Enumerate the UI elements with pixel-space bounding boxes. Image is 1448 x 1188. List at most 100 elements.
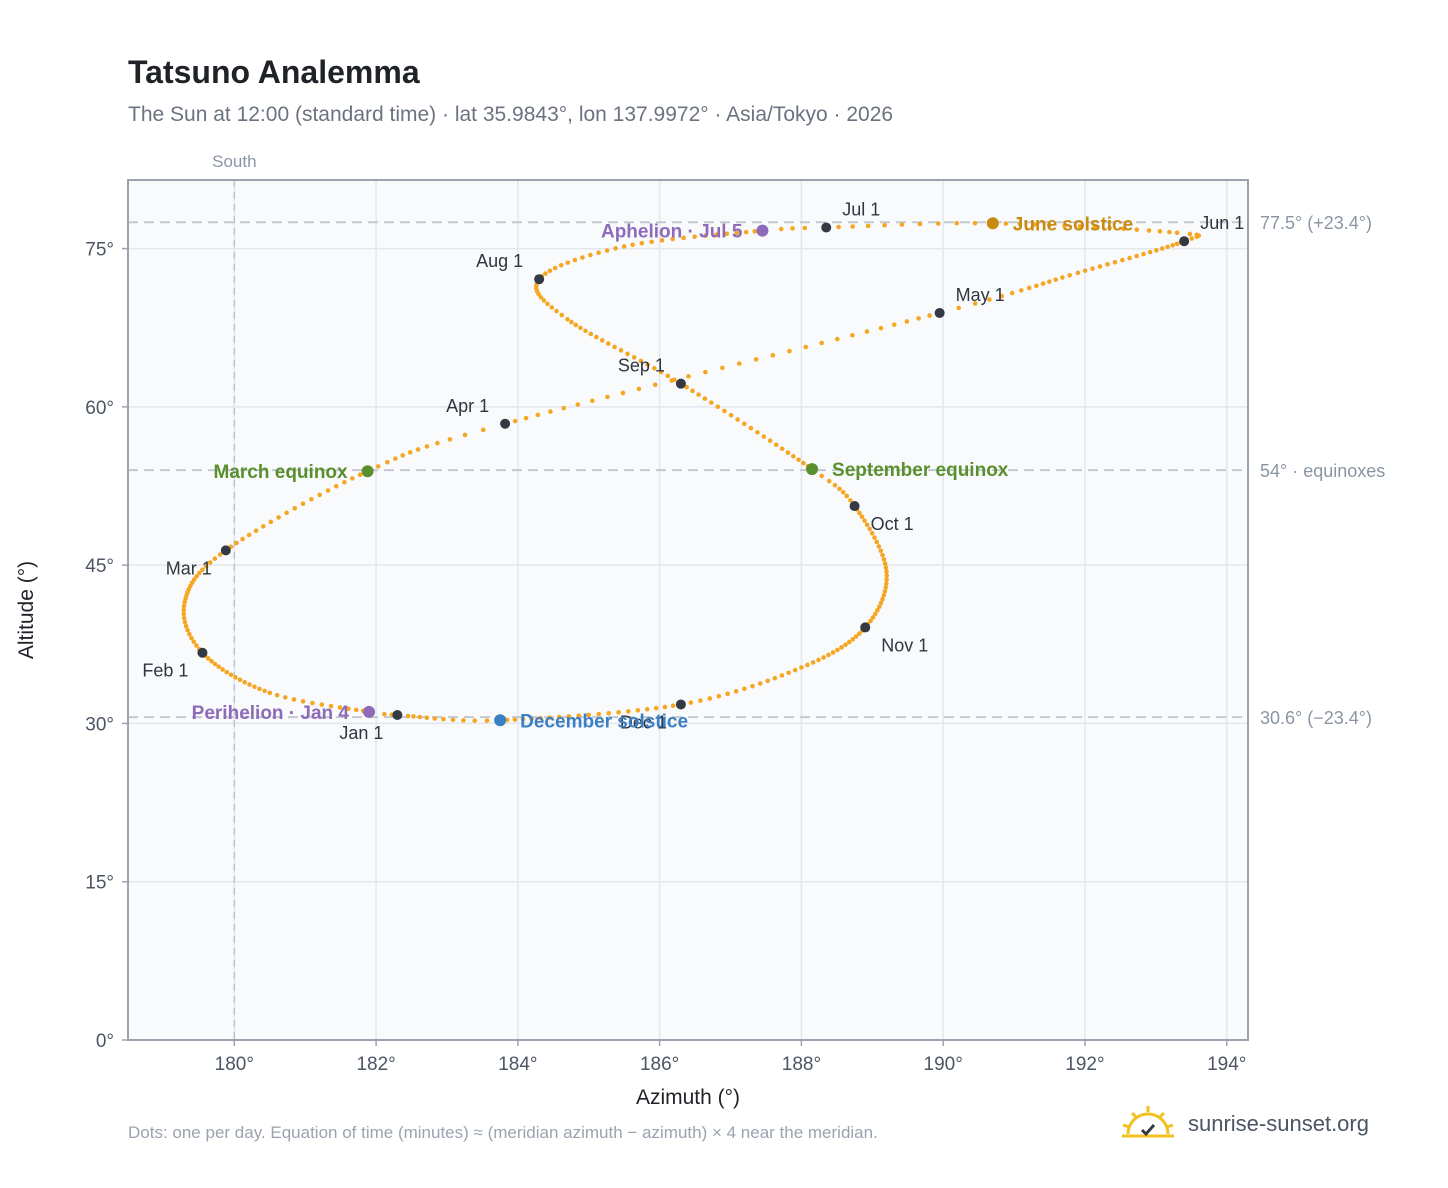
day-dot: [529, 716, 534, 722]
day-dot: [1040, 281, 1046, 286]
day-dot: [665, 373, 671, 379]
day-dot: [707, 696, 713, 701]
day-dot: [880, 552, 885, 558]
day-dot: [873, 611, 878, 617]
day-dot: [300, 501, 306, 507]
day-dot: [630, 242, 635, 248]
day-dot: [1141, 251, 1146, 257]
day-dot: [796, 457, 801, 463]
day-dot: [767, 438, 773, 444]
day-dot: [821, 655, 826, 660]
y-tick-label: 30°: [85, 714, 114, 735]
day-dot: [837, 486, 842, 492]
day-dot: [1032, 222, 1037, 227]
day-dot: [904, 319, 910, 324]
day-dot: [714, 232, 719, 237]
day-dot: [547, 715, 553, 720]
day-dot: [234, 540, 239, 546]
day-dot: [382, 711, 387, 717]
day-dot: [1082, 268, 1088, 274]
month-marker: [675, 378, 686, 389]
day-dot: [561, 405, 567, 411]
day-dot: [681, 235, 686, 241]
day-dot: [1092, 224, 1098, 230]
day-dot: [1097, 264, 1103, 269]
day-dot: [670, 703, 676, 709]
day-dot: [480, 427, 486, 433]
day-dot: [1112, 259, 1118, 265]
day-dot: [1107, 225, 1112, 231]
day-dot: [1017, 221, 1023, 227]
day-dot: [917, 221, 923, 227]
day-dot: [708, 400, 714, 405]
day-dot: [872, 535, 877, 540]
day-dot: [881, 592, 887, 598]
day-dot: [252, 684, 257, 690]
day-dot: [690, 388, 695, 394]
day-dot: [559, 312, 565, 318]
day-dot: [405, 713, 411, 719]
day-dot: [752, 229, 758, 234]
day-dot: [1174, 241, 1180, 247]
y-tick-label: 45°: [85, 556, 114, 577]
day-dot: [787, 348, 792, 354]
day-dot: [407, 450, 413, 455]
day-dot: [200, 567, 205, 572]
day-dot: [826, 478, 832, 484]
day-dot: [1034, 283, 1039, 289]
day-dot: [257, 686, 262, 692]
event-marker: [986, 217, 999, 230]
south-label: South: [212, 152, 256, 171]
day-dot: [659, 238, 665, 243]
day-dot: [447, 437, 453, 442]
day-dot: [319, 702, 325, 707]
day-dot: [197, 570, 202, 576]
day-dot: [472, 718, 478, 723]
day-dot: [799, 665, 804, 670]
day-dot: [618, 348, 624, 353]
day-dot: [1105, 262, 1110, 267]
day-dot: [686, 374, 691, 379]
day-dot: [337, 705, 343, 710]
day-dot: [696, 392, 701, 397]
day-dot: [572, 257, 578, 263]
day-dot: [653, 705, 659, 711]
day-dot: [346, 706, 351, 711]
day-dot: [191, 577, 197, 582]
day-dot: [228, 672, 234, 678]
day-dot: [786, 670, 791, 676]
brand[interactable]: sunrise-sunset.org: [1120, 1102, 1369, 1146]
event-label: Aphelion · Jul 5: [601, 222, 743, 243]
month-label: Jan 1: [339, 723, 383, 743]
day-dot: [246, 532, 252, 538]
day-dot: [972, 220, 978, 226]
day-dot: [703, 369, 708, 375]
day-dot: [850, 332, 855, 338]
month-marker: [197, 647, 208, 658]
day-dot: [1159, 246, 1165, 251]
day-dot: [864, 522, 870, 528]
day-dot: [916, 316, 921, 321]
day-dot: [417, 714, 423, 720]
day-dot: [317, 492, 323, 498]
day-dot: [672, 377, 677, 383]
day-dot: [411, 714, 416, 719]
day-dot: [328, 703, 334, 709]
day-dot: [1134, 227, 1140, 233]
day-dot: [735, 417, 740, 422]
day-dot: [596, 711, 602, 717]
x-tick-label: 186°: [640, 1054, 679, 1075]
day-dot: [882, 589, 888, 594]
event-label: September equinox: [832, 460, 1009, 481]
day-dot: [626, 709, 631, 714]
day-dot: [181, 603, 187, 609]
month-label: Mar 1: [166, 558, 212, 578]
day-dot: [954, 220, 960, 226]
day-dot: [972, 301, 978, 306]
day-dot: [541, 298, 547, 303]
day-dot: [599, 338, 605, 343]
day-dot: [565, 260, 571, 265]
day-dot: [216, 664, 222, 670]
day-dot: [859, 514, 865, 520]
day-dot: [880, 596, 885, 602]
